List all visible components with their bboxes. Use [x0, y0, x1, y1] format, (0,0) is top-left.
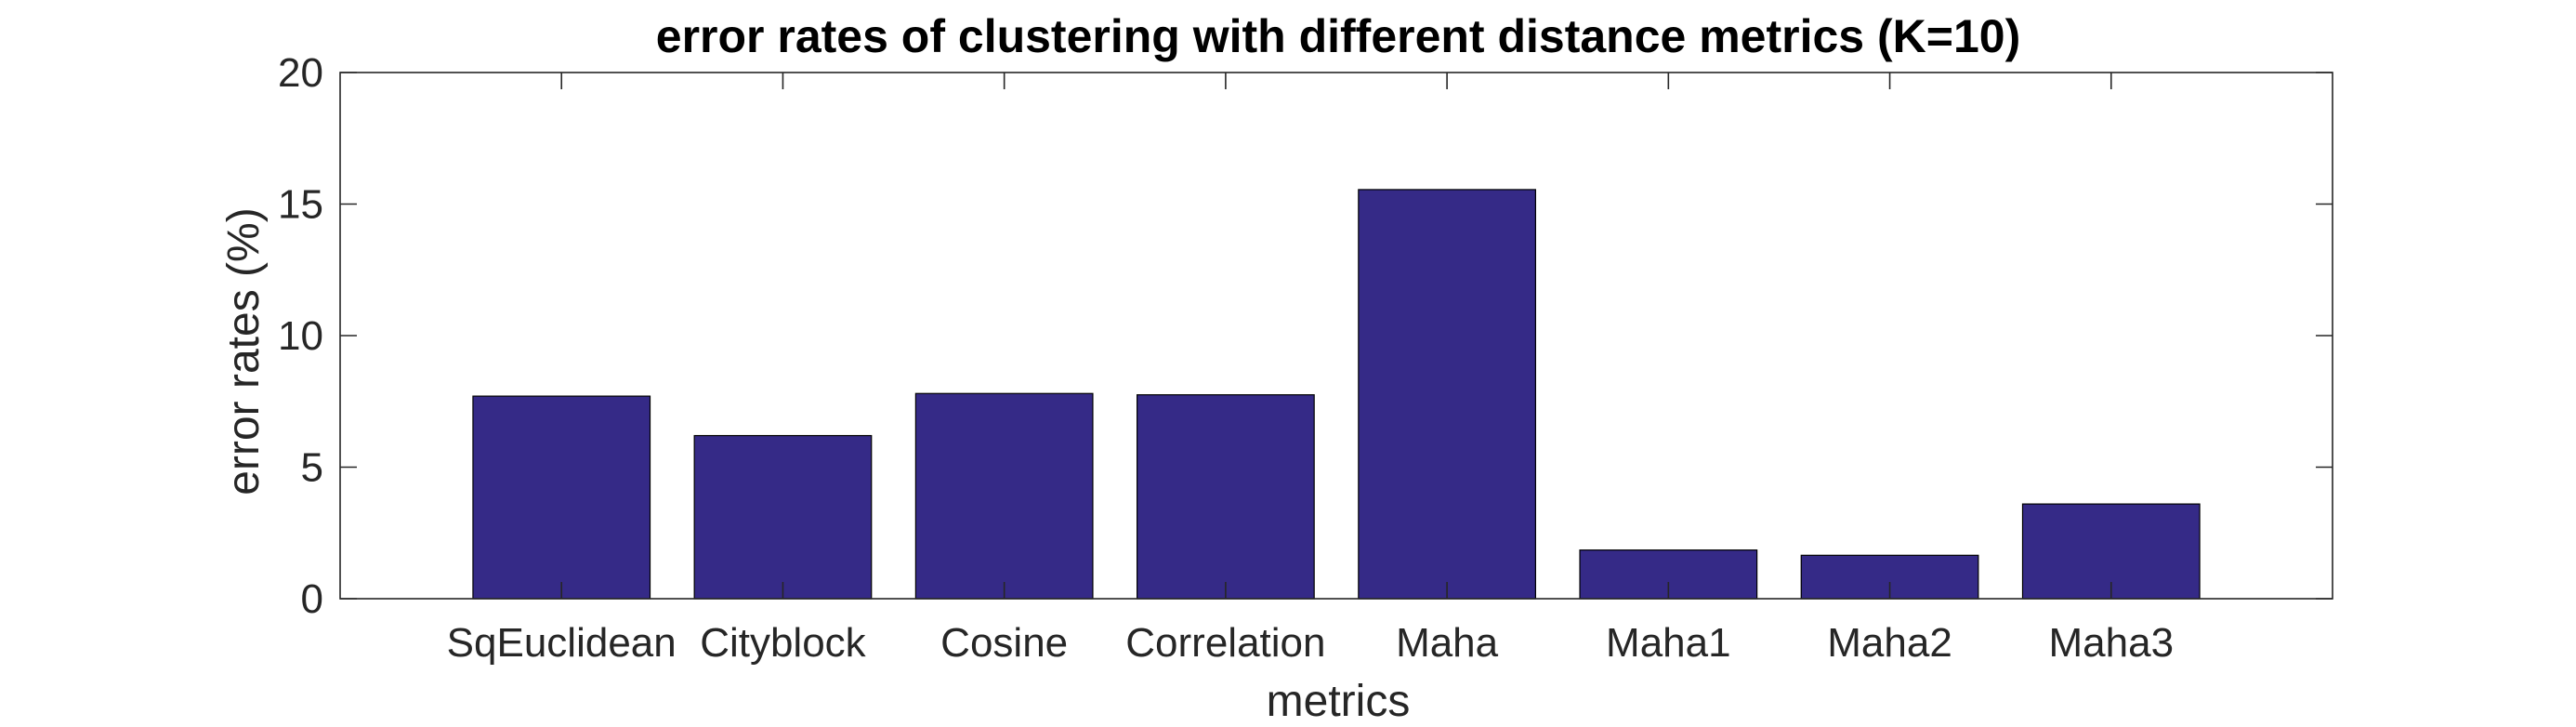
x-tick-label-maha: Maha	[1396, 620, 1499, 666]
plot-area: 0 5 10 15 20 SqEuclidean Cityblock Cosine Correl…	[278, 50, 2333, 666]
y-axis-label: error rates (%)	[219, 207, 269, 495]
x-axis-label: metrics	[1267, 677, 1411, 726]
bar-maha	[1358, 189, 1537, 600]
y-tick-label: 15	[278, 182, 323, 228]
y-tick-label: 0	[301, 576, 323, 622]
x-tick-label-maha3: Maha3	[2049, 620, 2175, 666]
chart-title: error rates of clustering with different…	[656, 10, 2020, 62]
x-tick-label-maha1: Maha1	[1606, 620, 1731, 666]
y-tick-label: 5	[301, 445, 323, 491]
bar-cityblock	[693, 434, 873, 600]
x-tick-label-maha2: Maha2	[1827, 620, 1952, 666]
bar-sqeuclidean	[472, 395, 651, 600]
x-tick-label-cosine: Cosine	[940, 620, 1068, 666]
x-tick-label-sqeuclidean: SqEuclidean	[447, 620, 677, 666]
y-tick-label: 20	[278, 50, 323, 96]
y-tick-label: 10	[278, 313, 323, 359]
bar-cosine	[914, 392, 1094, 600]
bar-correlation	[1136, 394, 1315, 600]
bar-maha3	[2021, 503, 2201, 600]
x-tick-label-correlation: Correlation	[1125, 620, 1325, 666]
x-tick-label-cityblock: Cityblock	[700, 620, 866, 666]
